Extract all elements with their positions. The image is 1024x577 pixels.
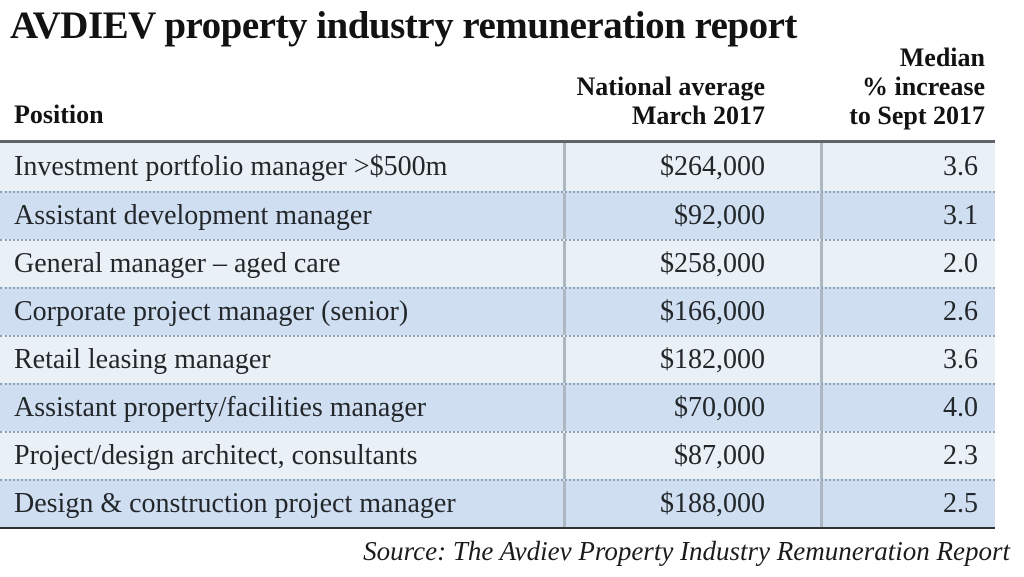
header-line: Median [899, 43, 985, 72]
column-header-median-increase: Median % increase to Sept 2017 [849, 43, 985, 130]
cell-median-increase: 2.0 [820, 241, 995, 287]
cell-national-average: $264,000 [563, 143, 820, 191]
table-row: Corporate project manager (senior) $166,… [0, 287, 995, 335]
cell-median-increase: 2.5 [820, 481, 995, 527]
column-header-national-average: National average March 2017 [577, 72, 765, 130]
table-body: Investment portfolio manager >$500m $264… [0, 140, 995, 529]
header-line: to Sept 2017 [849, 101, 985, 130]
cell-position: Project/design architect, consultants [14, 440, 418, 471]
cell-position: Investment portfolio manager >$500m [14, 151, 448, 182]
cell-national-average: $182,000 [563, 337, 820, 383]
cell-national-average: $258,000 [563, 241, 820, 287]
table-row: Project/design architect, consultants $8… [0, 431, 995, 479]
table-row: Investment portfolio manager >$500m $264… [0, 143, 995, 191]
cell-national-average: $188,000 [563, 481, 820, 527]
cell-national-average: $92,000 [563, 193, 820, 239]
table-row: Design & construction project manager $1… [0, 479, 995, 527]
cell-position: Corporate project manager (senior) [14, 296, 409, 327]
cell-position: Retail leasing manager [14, 344, 271, 375]
header-line: % increase [862, 72, 985, 101]
table-row: Assistant property/facilities manager $7… [0, 383, 995, 431]
cell-median-increase: 4.0 [820, 385, 995, 431]
remuneration-table: Position National average March 2017 Med… [0, 0, 995, 529]
header-line: March 2017 [631, 101, 765, 130]
cell-national-average: $87,000 [563, 433, 820, 479]
chart-title: AVDIEV property industry remuneration re… [10, 4, 797, 47]
cell-median-increase: 2.6 [820, 289, 995, 335]
column-header-position: Position [14, 100, 104, 129]
cell-median-increase: 3.6 [820, 143, 995, 191]
cell-position: General manager – aged care [14, 248, 341, 279]
cell-position: Assistant property/facilities manager [14, 392, 427, 423]
cell-national-average: $166,000 [563, 289, 820, 335]
table-header: Position National average March 2017 Med… [0, 0, 995, 140]
header-line: National average [576, 72, 765, 101]
table-row: Assistant development manager $92,000 3.… [0, 191, 995, 239]
cell-position: Design & construction project manager [14, 488, 456, 519]
table-row: General manager – aged care $258,000 2.0 [0, 239, 995, 287]
cell-median-increase: 3.1 [820, 193, 995, 239]
cell-median-increase: 2.3 [820, 433, 995, 479]
table-row: Retail leasing manager $182,000 3.6 [0, 335, 995, 383]
source-credit: Source: The Avdiev Property Industry Rem… [363, 536, 1010, 566]
cell-position: Assistant development manager [14, 200, 372, 231]
cell-median-increase: 3.6 [820, 337, 995, 383]
cell-national-average: $70,000 [563, 385, 820, 431]
